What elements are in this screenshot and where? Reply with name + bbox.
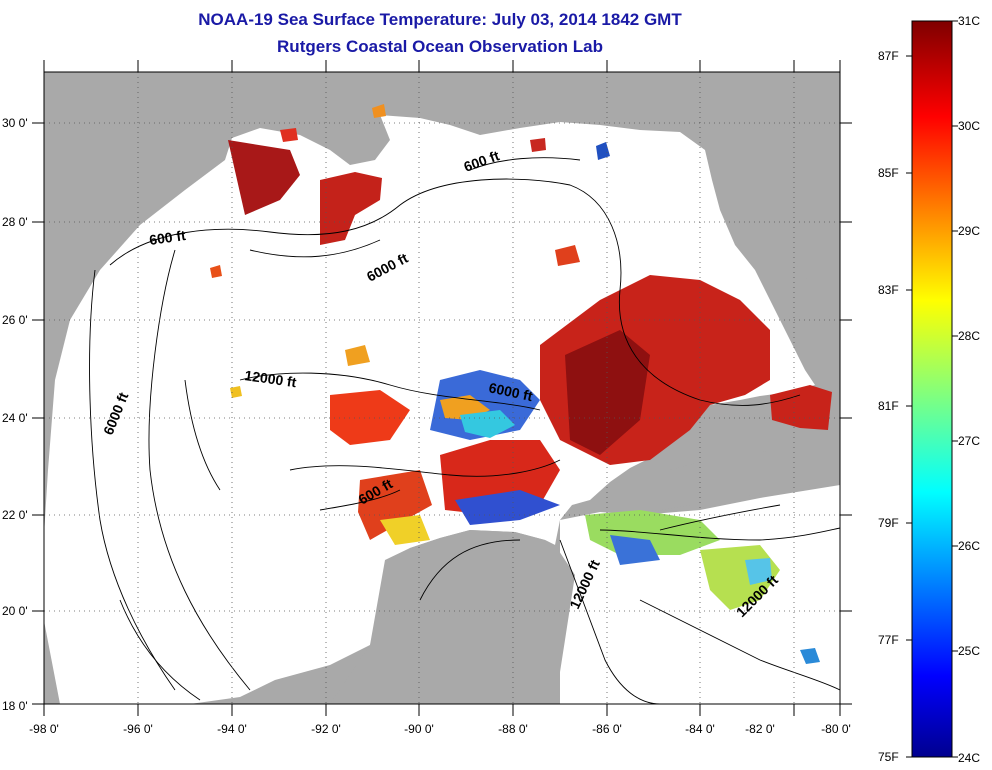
- sst-coverage: [210, 104, 832, 664]
- map-frame: [43, 71, 841, 705]
- celsius-label: 31C: [958, 14, 980, 28]
- lat-label: 18 0': [2, 699, 28, 713]
- lat-lon-grid: [44, 72, 840, 704]
- colorbar-fahrenheit-labels: 87F 85F 83F 81F 79F 77F 75F: [878, 49, 899, 764]
- celsius-label: 30C: [958, 119, 980, 133]
- bahamas-islands: [795, 265, 815, 279]
- axis-ticks: [32, 60, 852, 716]
- colorbar-ticks: [906, 20, 958, 758]
- lat-label: 30 0': [2, 116, 28, 130]
- celsius-label: 27C: [958, 434, 980, 448]
- lat-label: 20 0': [2, 604, 28, 618]
- colorbar: [911, 20, 953, 758]
- map-subtitle: Rutgers Coastal Ocean Observation Lab: [277, 37, 603, 56]
- contour-label: 600 ft: [148, 227, 187, 248]
- lat-label: 26 0': [2, 313, 28, 327]
- lat-labels: 30 0' 28 0' 26 0' 24 0' 22 0' 20 0' 18 0…: [2, 116, 28, 713]
- lon-label: -90 0': [404, 722, 434, 736]
- celsius-label: 28C: [958, 329, 980, 343]
- lat-label: 24 0': [2, 411, 28, 425]
- fahrenheit-label: 81F: [878, 399, 899, 413]
- fahrenheit-label: 83F: [878, 283, 899, 297]
- gulf-water: [44, 115, 815, 704]
- lon-label: -92 0': [311, 722, 341, 736]
- lon-label: -88 0': [498, 722, 528, 736]
- lon-labels: -98 0' -96 0' -94 0' -92 0' -90 0' -88 0…: [29, 722, 851, 736]
- lon-label: -96 0': [123, 722, 153, 736]
- contour-label: 12000 ft: [244, 367, 298, 390]
- lon-label: -84 0': [685, 722, 715, 736]
- lon-label: -86 0': [592, 722, 622, 736]
- fahrenheit-label: 79F: [878, 516, 899, 530]
- cuba-island: [615, 440, 840, 512]
- celsius-label: 24C: [958, 751, 980, 765]
- celsius-label: 25C: [958, 644, 980, 658]
- fahrenheit-label: 75F: [878, 750, 899, 764]
- lon-label: -94 0': [217, 722, 247, 736]
- fahrenheit-label: 85F: [878, 166, 899, 180]
- lon-label: -82 0': [745, 722, 775, 736]
- colorbar-celsius-labels: 31C 30C 29C 28C 27C 26C 25C 24C: [958, 14, 980, 765]
- map-title: NOAA-19 Sea Surface Temperature: July 03…: [198, 10, 682, 29]
- yucatan-peninsula: [330, 530, 575, 704]
- celsius-label: 29C: [958, 224, 980, 238]
- bathymetry-contours: [89, 157, 840, 704]
- lon-label: -98 0': [29, 722, 59, 736]
- lat-label: 22 0': [2, 508, 28, 522]
- fahrenheit-label: 87F: [878, 49, 899, 63]
- fahrenheit-label: 77F: [878, 633, 899, 647]
- celsius-label: 26C: [958, 539, 980, 553]
- lon-label: -80 0': [821, 722, 851, 736]
- lat-label: 28 0': [2, 215, 28, 229]
